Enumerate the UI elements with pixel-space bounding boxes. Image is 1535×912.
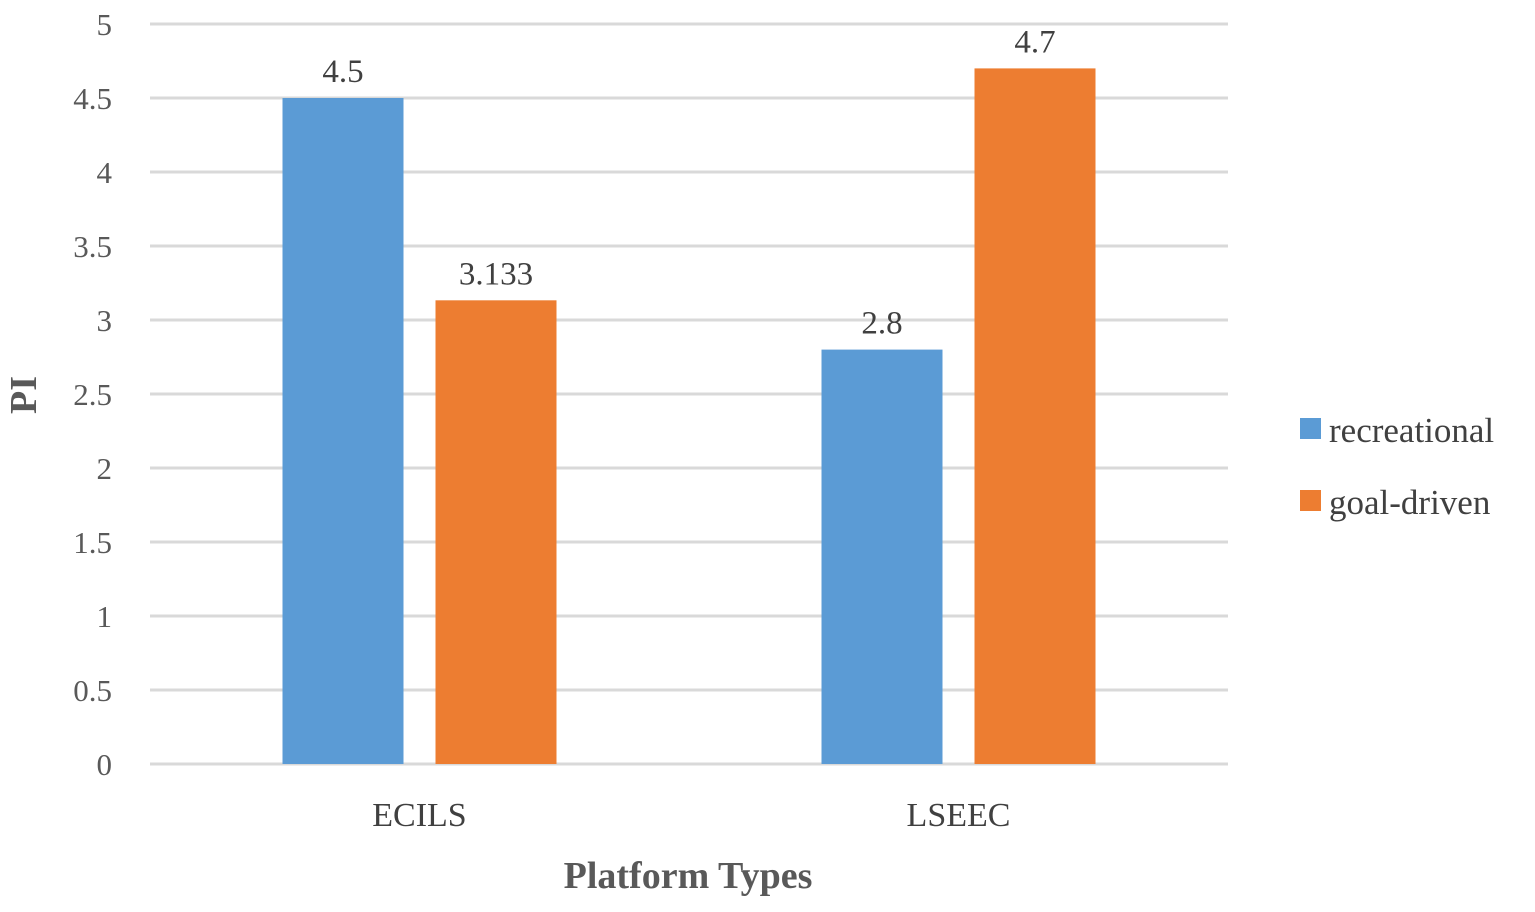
y-tick-label: 0 [97,747,113,782]
x-axis-title: Platform Types [564,855,813,897]
y-axis-ticks: 0 0.5 1 1.5 2 2.5 3 3.5 4 4.5 5 [73,7,112,782]
data-label: 3.133 [459,256,533,292]
legend-swatch-goal-driven [1300,490,1321,511]
y-tick-label: 2 [97,451,113,486]
legend-label-recreational: recreational [1329,411,1494,450]
y-tick-label: 4 [97,155,113,190]
bar-goal-driven-lseec [974,68,1096,764]
y-tick-label: 3.5 [73,229,112,264]
y-tick-label: 4.5 [73,81,112,116]
bar-goal-driven-ecils [435,300,557,764]
data-label: 2.8 [861,306,902,342]
x-category-label: ECILS [372,797,466,834]
bar-recreational-ecils [282,98,404,764]
x-category-label: LSEEC [907,797,1011,834]
y-tick-label: 1 [97,599,113,634]
legend-label-goal-driven: goal-driven [1329,483,1490,522]
data-label: 4.7 [1014,24,1055,60]
y-tick-label: 1.5 [73,525,112,560]
bars [282,68,1096,764]
x-axis-categories: ECILS LSEEC [372,797,1010,834]
data-label: 4.5 [322,54,363,90]
y-tick-label: 2.5 [73,377,112,412]
y-axis-title: PI [3,376,45,414]
y-tick-label: 5 [97,7,113,42]
y-tick-label: 0.5 [73,673,112,708]
data-labels: 4.5 3.133 2.8 4.7 [322,24,1055,341]
legend-swatch-recreational [1300,418,1321,439]
legend: recreational goal-driven [1300,411,1494,522]
bar-recreational-lseec [821,349,943,764]
y-tick-label: 3 [97,303,113,338]
